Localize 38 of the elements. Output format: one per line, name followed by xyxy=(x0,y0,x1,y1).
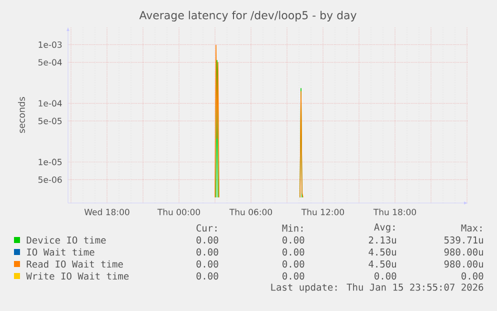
text: 0.00 xyxy=(196,272,218,280)
text: Max: xyxy=(461,224,482,232)
chart-title: Average latency for /dev/loop5 - by day xyxy=(139,10,356,22)
legend-label: IO Wait time xyxy=(27,248,94,256)
text: Last update: Thu Jan 15 23:55:07 2026 xyxy=(271,283,484,293)
text: 4.50u xyxy=(368,260,396,268)
text: Min: xyxy=(282,224,303,232)
y-tick-label: 5e-04 xyxy=(38,59,62,66)
y-tick-label: 5e-05 xyxy=(38,118,62,124)
y-tick-label: 5e-06 xyxy=(38,176,62,183)
text: Avg: xyxy=(374,224,395,232)
text: 0.00 xyxy=(282,236,304,244)
text: 0.00 xyxy=(196,260,218,268)
y-tick-label: 1e-05 xyxy=(38,158,62,166)
text: 0.00 xyxy=(374,272,396,280)
y-axis-title: seconds xyxy=(18,97,25,133)
text: 0.00 xyxy=(462,272,484,280)
y-tick-label: 1e-04 xyxy=(38,100,62,107)
legend-label: Device IO time xyxy=(26,236,106,244)
x-tick-label: Thu 00:00 xyxy=(157,208,200,216)
text: 0.00 xyxy=(196,248,218,256)
text: 2.13u xyxy=(368,236,396,244)
text: 980.00u xyxy=(444,260,483,268)
text: 0.00 xyxy=(282,248,304,256)
y-tick-label: 1e-03 xyxy=(38,41,62,48)
text: 0.00 xyxy=(196,236,218,244)
legend-label: Write IO Wait time xyxy=(26,272,129,280)
text: Cur: xyxy=(196,224,217,232)
x-tick-label: Thu 18:00 xyxy=(373,208,416,216)
text: 4.50u xyxy=(368,248,396,256)
text: 980.00u xyxy=(444,248,483,256)
text: 539.71u xyxy=(444,236,483,244)
legend-label: Read IO Wait time xyxy=(26,260,123,268)
x-tick-label: Wed 18:00 xyxy=(84,208,130,216)
x-tick-label: Thu 12:00 xyxy=(301,208,344,216)
text: 0.00 xyxy=(282,260,304,268)
x-tick-label: Thu 06:00 xyxy=(229,208,272,216)
text: 0.00 xyxy=(282,272,304,280)
